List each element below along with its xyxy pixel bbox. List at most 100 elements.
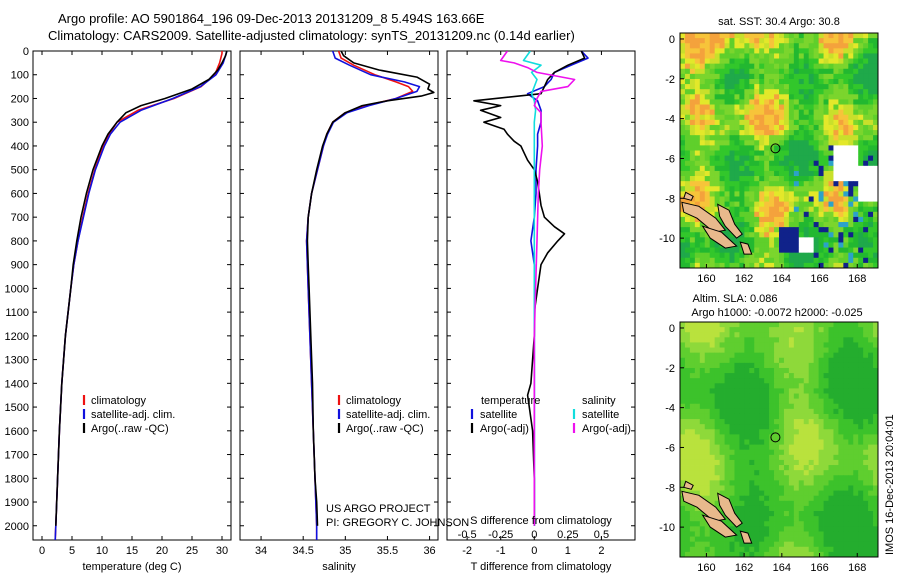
depth-tick-label: 1600 (5, 426, 29, 438)
salinity-axes-frame (239, 50, 439, 541)
sst_map-cell (729, 114, 735, 121)
sst_map-cell (724, 135, 730, 141)
sst_map-cell (699, 191, 706, 197)
sla_map-cell (699, 332, 706, 338)
sst_map-cell (739, 165, 745, 172)
sla_map-cell (719, 419, 725, 425)
sst_map-cell (749, 222, 755, 228)
sla_map-cell (868, 531, 874, 537)
sst_map-cell (788, 191, 795, 197)
sla_map-cell (838, 516, 844, 522)
sst_map-cell (680, 247, 686, 254)
sst_map-cell (714, 140, 720, 146)
sst_map-cell (853, 242, 859, 248)
sst_map-cell (868, 252, 874, 259)
sla_map-cell (714, 322, 720, 328)
sla_map-cell (714, 393, 720, 400)
sst_map-cell (719, 247, 725, 254)
sst_map-cell (699, 155, 706, 162)
sst_map-cell (680, 109, 686, 116)
sla_map-cell (689, 413, 696, 420)
sst_map-cell (774, 48, 780, 54)
sst_map-cell (803, 170, 810, 177)
sla_map-cell (694, 322, 701, 328)
sla_map-cell (803, 434, 810, 440)
sst_map-cell (813, 262, 819, 268)
sla_map-cell (868, 352, 874, 359)
sla_map-cell (848, 352, 854, 359)
sla_map-cell (863, 551, 869, 557)
sla_map-cell (798, 413, 805, 420)
sst_map-cell (749, 186, 755, 192)
sst_map-cell (774, 191, 780, 197)
sst_map-cell (818, 170, 824, 177)
sla_map-cell (803, 449, 810, 456)
sst_map-cell (803, 63, 810, 70)
sst_map-cell (803, 68, 810, 75)
sst_map-cell (689, 124, 696, 131)
sst_map-cell (873, 63, 878, 70)
sst_map-cell (729, 257, 735, 264)
sst_map-cell (838, 145, 844, 151)
sla_map-cell (744, 388, 750, 394)
sst_map-cell (714, 257, 720, 264)
sst_map-cell (818, 237, 824, 243)
sla_map-cell (803, 454, 810, 461)
sla_map-cell (798, 327, 805, 333)
sst_map-cell (798, 68, 805, 75)
sla_map-cell (843, 475, 849, 481)
sst_map-cell (754, 201, 760, 208)
sst_map-cell (709, 63, 716, 70)
sla_map-cell (729, 398, 735, 405)
sla_map-cell (714, 449, 720, 456)
sst_map-cell (734, 94, 740, 100)
sst_map-cell (818, 119, 824, 126)
sla_map-cell (759, 541, 765, 548)
sla_map-cell (853, 383, 859, 389)
sla_map-cell (734, 470, 740, 476)
sst_map-cell (833, 216, 839, 223)
sla_map-cell (769, 485, 775, 491)
sla_map-cell (853, 485, 859, 491)
depth-tick-label: 700 (11, 212, 29, 224)
sla_map-cell (744, 500, 750, 507)
sla_map-cell (769, 367, 775, 374)
sla_map-cell (714, 367, 720, 374)
sst_map-frame (679, 32, 879, 269)
sst_map-xtick-label: 162 (735, 273, 753, 285)
sst_map-cell (764, 53, 770, 59)
sla_map-cell (744, 541, 750, 548)
sla_map-cell (774, 439, 780, 446)
sst_map-cell (779, 150, 785, 157)
sla_map-cell (764, 480, 770, 486)
sst_map-cell (798, 124, 805, 131)
sla_map-cell (833, 357, 839, 364)
sst_map-cell (848, 176, 854, 182)
sla_map-cell (764, 362, 770, 369)
sla_map-cell (798, 337, 805, 343)
sst_map-cell (788, 119, 795, 126)
sst_map-cell (853, 99, 859, 105)
sst_map-cell (749, 242, 755, 248)
sst_map-cell (843, 48, 849, 54)
sst_map-cell (749, 232, 755, 238)
sla_map-cell (764, 475, 770, 481)
sst_map-cell (754, 104, 760, 111)
sla_map-cell (714, 439, 720, 446)
sst_map-cell (709, 165, 716, 172)
sst_map-cell (853, 43, 859, 49)
sst_map-cell (689, 63, 696, 70)
sst_map-cell (704, 247, 711, 254)
sla_map-cell (873, 465, 878, 471)
sst_map-cell (754, 33, 760, 39)
sla_map-cell (684, 541, 691, 548)
sst_map-cell (863, 135, 869, 141)
sla_map-cell (739, 439, 745, 446)
sst_map-cell (868, 186, 874, 192)
sla_map-cell (868, 505, 874, 512)
sla_map-cell (823, 367, 829, 374)
sla_map-cell (873, 516, 878, 522)
sst_map-cell (769, 242, 775, 248)
sst_map-cell (744, 48, 750, 54)
sla_map-cell (798, 475, 805, 481)
